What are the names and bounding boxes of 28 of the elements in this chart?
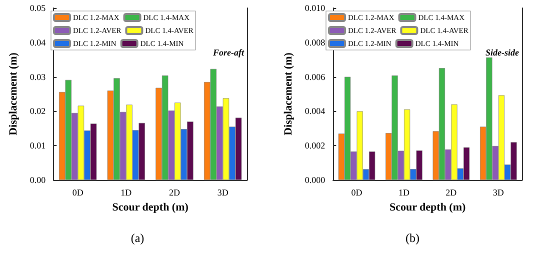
y-tick-label: 0.004: [304, 106, 326, 116]
y-tick-label: 0.04: [30, 37, 46, 48]
x-tick-label: 0D: [351, 188, 363, 198]
y-tick-label: 0.000: [304, 175, 326, 185]
x-axis-title: Scour depth (m): [112, 202, 189, 214]
x-tick-label: 3D: [492, 188, 504, 198]
y-tick-label: 0.002: [304, 140, 326, 151]
x-axis-title: Scour depth (m): [389, 202, 466, 214]
y-tick-label: 0.006: [304, 72, 326, 82]
y-tick-label: 0.05: [30, 3, 46, 13]
x-tick-label: 0D: [72, 188, 84, 198]
y-tick-label: 0.008: [304, 37, 326, 48]
text: (a): [130, 231, 144, 245]
x-tick-label: 2D: [446, 188, 458, 198]
y-tick-label: 0.00: [30, 175, 46, 185]
y-axis-title: Displacement (m): [282, 52, 294, 136]
x-tick-label: 3D: [217, 188, 229, 198]
y-tick-label: 0.02: [30, 106, 46, 116]
y-axis-title: Displacement (m): [8, 52, 20, 136]
y-tick-label: 0.010: [304, 3, 326, 13]
annotation: Fore-aft: [212, 48, 244, 58]
x-tick-label: 1D: [398, 188, 410, 198]
x-tick-label: 1D: [120, 188, 132, 198]
text: (b): [406, 231, 420, 245]
y-tick-label: 0.01: [30, 140, 46, 151]
x-tick-label: 2D: [168, 188, 180, 198]
y-tick-label: 0.03: [30, 72, 46, 82]
annotation: Side-side: [486, 48, 520, 58]
